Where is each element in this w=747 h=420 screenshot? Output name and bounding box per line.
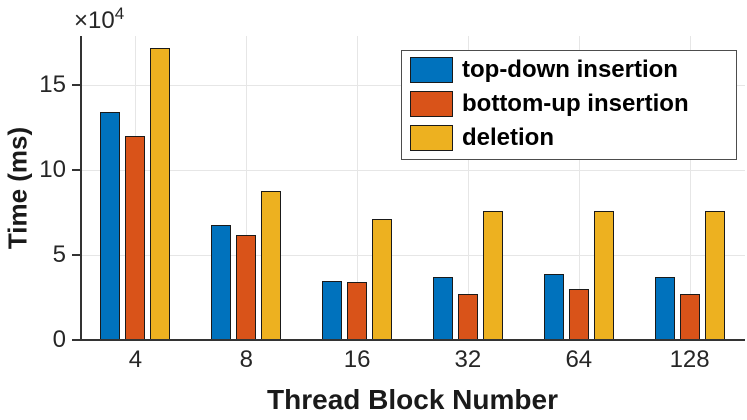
bar-bottom-up-insertion-128 — [679, 294, 700, 340]
y-tick-mark — [72, 339, 80, 341]
x-gridline — [467, 36, 469, 340]
y-axis-multiplier-label: ×104 — [74, 4, 124, 35]
bar-deletion-32 — [482, 210, 503, 340]
bar-deletion-128 — [704, 210, 725, 340]
y-tick-label: 0 — [52, 326, 66, 353]
x-tick-label: 128 — [669, 346, 710, 373]
legend-item: deletion — [410, 125, 736, 151]
bar-bottom-up-insertion-64 — [568, 289, 589, 340]
y-gridline — [80, 170, 745, 172]
multiplier-exponent: 4 — [114, 4, 125, 23]
x-tick-label: 4 — [128, 346, 143, 373]
x-gridline — [578, 36, 580, 340]
legend-label: bottom-up insertion — [462, 90, 689, 117]
legend-label: top-down insertion — [462, 56, 678, 83]
y-tick-mark — [72, 254, 80, 257]
legend-label: deletion — [462, 124, 555, 151]
x-tick-label: 8 — [239, 346, 253, 373]
legend-item: bottom-up insertion — [410, 91, 736, 117]
legend-swatch-bottom-up-insertion — [410, 91, 453, 117]
legend-swatch-deletion — [410, 125, 453, 151]
legend-swatch-top-down-insertion — [410, 57, 453, 83]
plot-area: 0 5 10 15 4 8 16 32 64 128 — [39, 36, 745, 372]
bar-deletion-64 — [593, 210, 614, 340]
x-tick-label: 16 — [343, 346, 371, 373]
x-gridline — [246, 36, 248, 340]
y-axis-line — [80, 36, 82, 340]
x-axis-label: Thread Block Number — [267, 384, 558, 415]
x-axis-line — [80, 339, 745, 341]
x-gridline — [689, 36, 691, 340]
y-tick-label: 5 — [52, 241, 66, 269]
bar-top-down-insertion-8 — [211, 224, 232, 340]
bar-top-down-insertion-64 — [543, 273, 564, 340]
x-tick-label: 32 — [454, 346, 482, 373]
bar-bottom-up-insertion-8 — [236, 234, 257, 340]
x-gridline — [357, 36, 359, 340]
bar-top-down-insertion-16 — [322, 280, 343, 340]
bar-top-down-insertion-32 — [432, 277, 453, 340]
y-tick-label: 10 — [39, 156, 66, 184]
bar-deletion-16 — [372, 219, 393, 340]
y-tick-mark — [72, 169, 80, 172]
multiplier-base: ×10 — [74, 7, 115, 34]
legend-item: top-down insertion — [410, 57, 736, 83]
x-tick-label: 64 — [565, 346, 593, 373]
bar-deletion-4 — [150, 47, 171, 340]
bar-top-down-insertion-4 — [100, 112, 121, 340]
bar-bottom-up-insertion-4 — [125, 136, 146, 340]
y-tick-mark — [72, 84, 80, 87]
legend: top-down insertion bottom-up insertion d… — [401, 50, 737, 160]
y-axis-label: Time (ms) — [2, 126, 33, 250]
y-gridline — [80, 255, 745, 257]
y-tick-label: 15 — [39, 71, 66, 99]
bar-bottom-up-insertion-32 — [457, 294, 478, 340]
bar-bottom-up-insertion-16 — [347, 282, 368, 340]
bar-deletion-8 — [261, 190, 282, 340]
bar-top-down-insertion-128 — [654, 277, 675, 340]
